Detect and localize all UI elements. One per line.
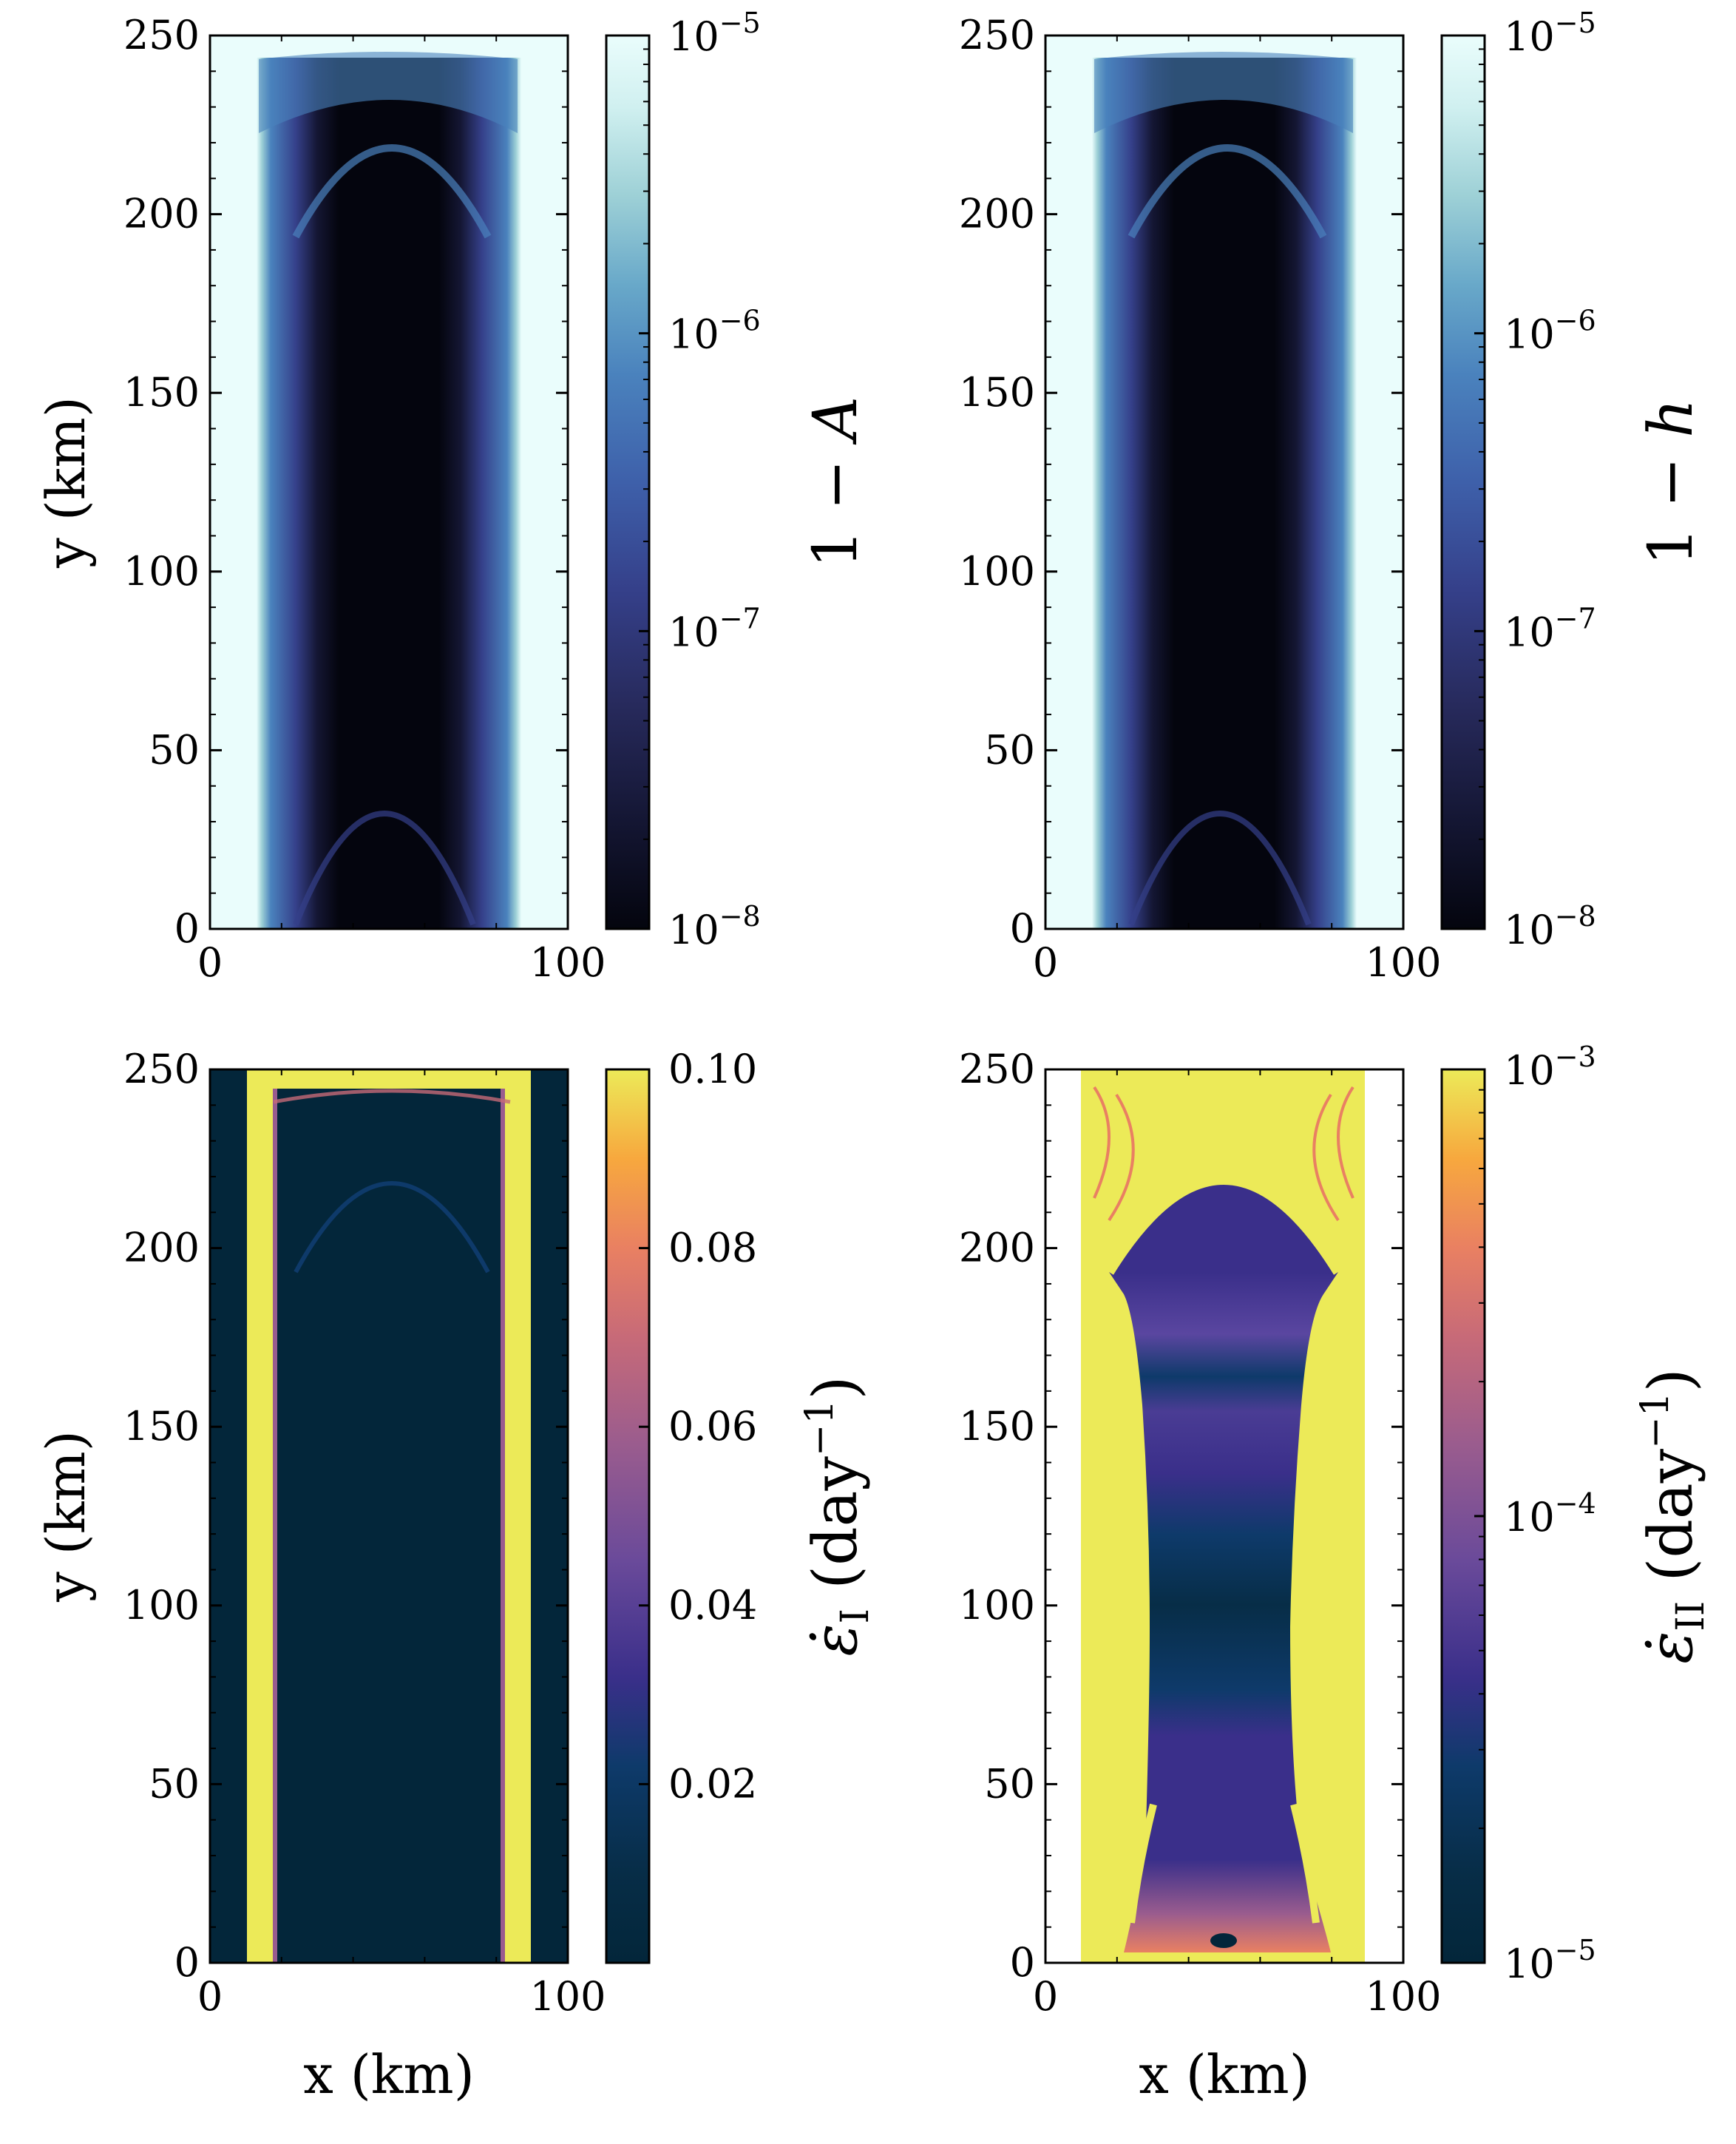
panel-bottom-left bbox=[208, 1068, 569, 1964]
colorbar-tick-label: 0.08 bbox=[668, 1225, 757, 1271]
panel-bottom-right bbox=[1044, 1068, 1405, 1964]
colorbar-label: 1 − h bbox=[1636, 399, 1706, 566]
colorbar-top-right bbox=[1440, 34, 1486, 930]
y-tick-label: 0 bbox=[1010, 1939, 1035, 1986]
colorbar-tick-label: 10−8 bbox=[1504, 900, 1596, 953]
y-tick-label: 100 bbox=[959, 548, 1035, 595]
colorbar-tick-label: 0.10 bbox=[668, 1046, 757, 1092]
y-tick-label: 150 bbox=[123, 1403, 200, 1450]
y-tick-label: 200 bbox=[123, 1225, 200, 1271]
heatmap-strain-rate-I bbox=[210, 1069, 568, 1963]
x-tick-label: 0 bbox=[197, 1973, 223, 2020]
colorbar-tick-label: 10−4 bbox=[1504, 1487, 1596, 1541]
y-tick-label: 250 bbox=[123, 12, 200, 58]
colorbar-label: 1 − A bbox=[801, 396, 871, 568]
y-tick-label: 100 bbox=[123, 548, 200, 595]
plot-frame bbox=[208, 34, 569, 930]
y-tick-label: 150 bbox=[123, 369, 200, 416]
x-tick-label: 100 bbox=[529, 1973, 606, 2020]
y-tick-label: 250 bbox=[123, 1046, 200, 1092]
colorbar-tick-label: 0.04 bbox=[668, 1582, 757, 1629]
heatmap-1-minus-A bbox=[210, 35, 568, 929]
y-tick-label: 100 bbox=[959, 1582, 1035, 1629]
y-tick-label: 0 bbox=[174, 1939, 200, 1986]
colorbar-bottom-left bbox=[605, 1068, 651, 1964]
y-tick-label: 50 bbox=[984, 726, 1035, 773]
x-axis-label: x (km) bbox=[1139, 2043, 1310, 2106]
y-tick-label: 200 bbox=[959, 191, 1035, 237]
axes-annotations: 0 50 100 150 200 250 0 100 y (km) 10−8 10−7 10−6 10−… bbox=[35, 7, 1713, 2106]
colorbar-tick-label: 10−8 bbox=[668, 900, 761, 953]
y-axis-label: y (km) bbox=[35, 396, 97, 569]
y-tick-label: 0 bbox=[1010, 905, 1035, 952]
x-tick-label: 0 bbox=[1033, 939, 1058, 986]
plot-frame bbox=[1044, 34, 1405, 930]
x-tick-label: 100 bbox=[1365, 1973, 1441, 2020]
colorbar-label: ε̇I (day−1) bbox=[798, 1376, 878, 1657]
colorbar-tick-label: 10−5 bbox=[1504, 1934, 1596, 1987]
y-tick-label: 50 bbox=[149, 1760, 200, 1807]
x-axis-label: x (km) bbox=[303, 2043, 475, 2106]
colorbar-tick-label: 10−7 bbox=[1504, 602, 1596, 655]
colorbar-tick-label: 10−5 bbox=[668, 7, 761, 60]
colorbar-tick-label: 10−6 bbox=[1504, 305, 1596, 358]
colorbar-tick-label: 0.06 bbox=[668, 1403, 757, 1450]
colorbar-tick-label: 0.02 bbox=[668, 1760, 757, 1807]
y-tick-label: 50 bbox=[149, 726, 200, 773]
y-tick-label: 0 bbox=[174, 905, 200, 952]
panel-top-right bbox=[1044, 34, 1405, 930]
y-axis-label: y (km) bbox=[35, 1430, 97, 1603]
y-tick-label: 200 bbox=[959, 1225, 1035, 1271]
y-tick-label: 100 bbox=[123, 1582, 200, 1629]
heatmap-strain-rate-II bbox=[1045, 1069, 1403, 1963]
y-tick-label: 150 bbox=[959, 1403, 1035, 1450]
colorbar-top-left bbox=[605, 34, 651, 930]
x-tick-label: 100 bbox=[529, 939, 606, 986]
colorbar-tick-label: 10−5 bbox=[1504, 7, 1596, 60]
heatmap-1-minus-h bbox=[1045, 35, 1403, 929]
plot-frame bbox=[1044, 1068, 1405, 1964]
y-tick-label: 250 bbox=[959, 1046, 1035, 1092]
colorbar-tick-label: 10−3 bbox=[1504, 1041, 1596, 1094]
x-tick-label: 0 bbox=[197, 939, 223, 986]
y-tick-label: 50 bbox=[984, 1760, 1035, 1807]
y-tick-label: 150 bbox=[959, 369, 1035, 416]
panel-top-left bbox=[208, 34, 569, 930]
colorbar-tick-label: 10−6 bbox=[668, 305, 761, 358]
y-tick-label: 200 bbox=[123, 191, 200, 237]
y-tick-label: 250 bbox=[959, 12, 1035, 58]
colorbar-label: ε̇II (day−1) bbox=[1633, 1368, 1713, 1664]
x-tick-label: 100 bbox=[1365, 939, 1441, 986]
colorbar-tick-label: 10−7 bbox=[668, 602, 761, 655]
x-tick-label: 0 bbox=[1033, 1973, 1058, 2020]
plot-frame bbox=[208, 1068, 569, 1964]
